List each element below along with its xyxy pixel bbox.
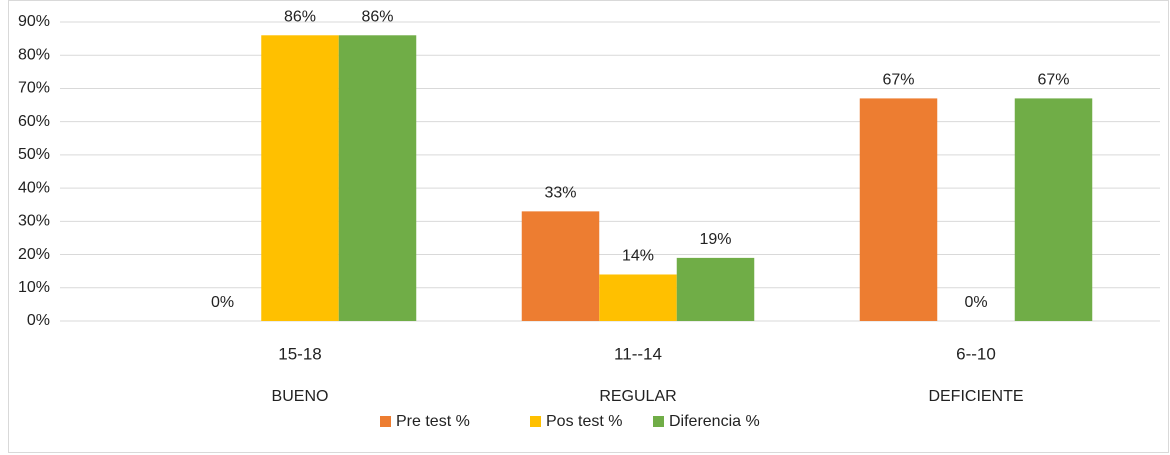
data-label: 0% [964, 294, 987, 311]
legend-label: Pos test % [546, 413, 622, 430]
bar [338, 35, 417, 322]
y-tick-label: 70% [18, 80, 50, 97]
bar [859, 98, 938, 322]
x-tick-label: 11--14 [614, 344, 662, 363]
legend-swatch [380, 416, 391, 427]
x-tick-label: 6--10 [956, 344, 996, 363]
legend-label: Pre test % [396, 413, 470, 430]
y-tick-label: 60% [18, 113, 50, 130]
y-tick-label: 50% [18, 146, 50, 163]
data-label: 0% [211, 294, 234, 311]
bar [676, 257, 755, 321]
bar [1014, 98, 1093, 322]
y-tick-label: 30% [18, 213, 50, 230]
legend-label: Diferencia % [669, 413, 760, 430]
bar [599, 274, 677, 321]
legend-swatch [530, 416, 541, 427]
data-label: 14% [622, 248, 654, 265]
y-tick-label: 90% [18, 13, 50, 30]
y-tick-label: 80% [18, 46, 50, 63]
x-tick-label: 15-18 [278, 344, 321, 363]
data-label: 86% [284, 9, 316, 26]
bar [261, 35, 339, 322]
y-tick-label: 20% [18, 246, 50, 263]
y-tick-label: 10% [18, 279, 50, 296]
legend-swatch [653, 416, 664, 427]
data-label: 86% [361, 9, 393, 26]
data-label: 19% [699, 231, 731, 248]
y-tick-label: 40% [18, 179, 50, 196]
data-label: 33% [544, 185, 576, 202]
bar [521, 211, 600, 321]
group-label: BUENO [272, 388, 329, 405]
group-label: REGULAR [599, 388, 676, 405]
data-label: 67% [1037, 72, 1069, 89]
group-label: DEFICIENTE [928, 388, 1023, 405]
y-tick-label: 0% [27, 312, 50, 329]
data-label: 67% [882, 72, 914, 89]
